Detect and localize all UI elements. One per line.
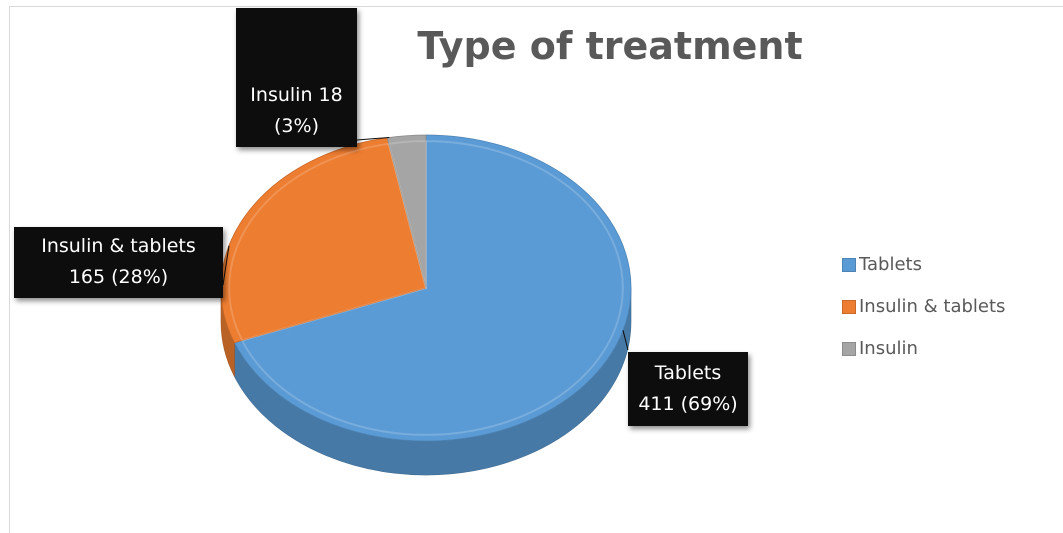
legend-swatch-tablets: [842, 257, 856, 272]
data-label-insulin: Insulin 18 (3%): [236, 8, 357, 147]
leader-line-tablets: [622, 330, 629, 351]
leader-line-insulin-tablets: [222, 245, 230, 286]
legend: Tablets Insulin & tablets Insulin: [842, 254, 1005, 380]
pie-slice-bevel-tablets: [240, 140, 624, 436]
legend-label-insulin-tablets: Insulin & tablets: [859, 296, 1006, 317]
data-label-insulin-value: (3%): [274, 115, 319, 137]
data-label-insulin-name: Insulin 18: [250, 84, 343, 106]
legend-item-insulin: Insulin: [842, 338, 1005, 359]
leader-line-insulin: [356, 136, 390, 141]
data-label-insulin-tablets: Insulin & tablets 165 (28%): [14, 227, 223, 298]
legend-swatch-insulin: [842, 341, 856, 356]
legend-label-tablets: Tablets: [859, 254, 922, 275]
data-label-insulin-tablets-value: 165 (28%): [68, 266, 169, 288]
pie-slice-bevel-insulin: [387, 140, 427, 289]
data-label-insulin-tablets-name: Insulin & tablets: [41, 235, 196, 257]
data-label-tablets: Tablets 411 (69%): [628, 352, 748, 426]
legend-item-insulin-tablets: Insulin & tablets: [842, 296, 1005, 317]
pie-slice-insulin-tablets: [220, 137, 427, 344]
data-label-tablets-value: 411 (69%): [638, 393, 738, 415]
legend-swatch-insulin-tablets: [842, 299, 856, 314]
chart-title: Type of treatment: [417, 24, 803, 68]
pie-slice-bevel-insulin-tablets: [228, 142, 428, 342]
legend-item-tablets: Tablets: [842, 254, 1005, 275]
data-label-tablets-name: Tablets: [654, 362, 722, 384]
pie-slice-tablets: [233, 134, 632, 442]
chart-area: [9, 6, 1063, 533]
legend-label-insulin: Insulin: [859, 338, 918, 359]
